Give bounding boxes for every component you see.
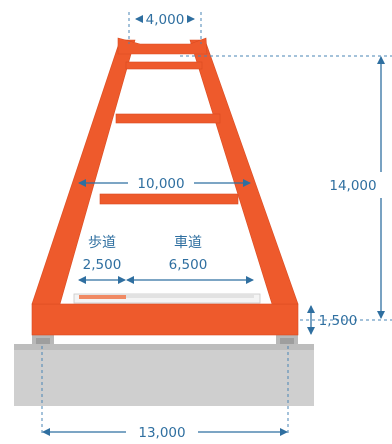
left-bearing — [32, 334, 54, 344]
roadway-label: 車道 — [174, 234, 202, 251]
sidewalk-label: 歩道 — [88, 235, 116, 251]
roadway-width-label: 6,500 — [169, 257, 208, 273]
extension-lines — [41, 12, 392, 434]
cross-beam-3 — [99, 193, 239, 205]
bottom-chord — [31, 303, 299, 336]
deck-slab — [73, 293, 261, 304]
base-width-label: 13,000 — [138, 425, 185, 441]
dimension-arrows — [42, 15, 385, 436]
sidewalk-width-label: 2,500 — [83, 257, 122, 273]
base-height-label: 1,500 — [319, 313, 358, 329]
steel-truss-frame — [31, 37, 299, 336]
top-chord — [117, 37, 208, 55]
total-height-label: 14,000 — [329, 178, 376, 194]
right-bearing — [276, 334, 298, 344]
mid-width-label: 10,000 — [137, 176, 184, 192]
cross-beam-2 — [115, 113, 221, 124]
concrete-pier — [14, 344, 314, 406]
sidewalk-strip — [79, 295, 126, 299]
cross-beam-1 — [125, 61, 203, 70]
top-width-label: 4,000 — [146, 12, 185, 28]
left-inclined-leg — [31, 39, 136, 305]
